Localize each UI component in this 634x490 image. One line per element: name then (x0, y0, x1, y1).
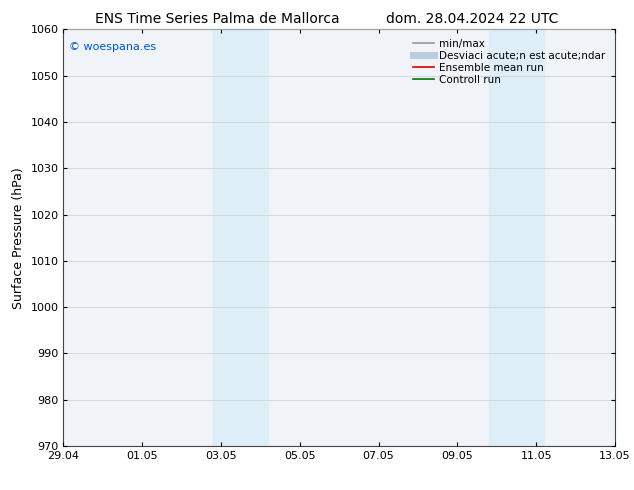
Bar (489, 29, 544, 446)
Y-axis label: Surface Pressure (hPa): Surface Pressure (hPa) (12, 167, 25, 309)
Text: ENS Time Series Palma de Mallorca: ENS Time Series Palma de Mallorca (95, 12, 340, 26)
Text: © woespana.es: © woespana.es (69, 42, 156, 52)
Text: dom. 28.04.2024 22 UTC: dom. 28.04.2024 22 UTC (385, 12, 558, 26)
Legend: min/max, Desviaci acute;n est acute;ndar, Ensemble mean run, Controll run: min/max, Desviaci acute;n est acute;ndar… (409, 35, 610, 89)
Bar (213, 29, 268, 446)
